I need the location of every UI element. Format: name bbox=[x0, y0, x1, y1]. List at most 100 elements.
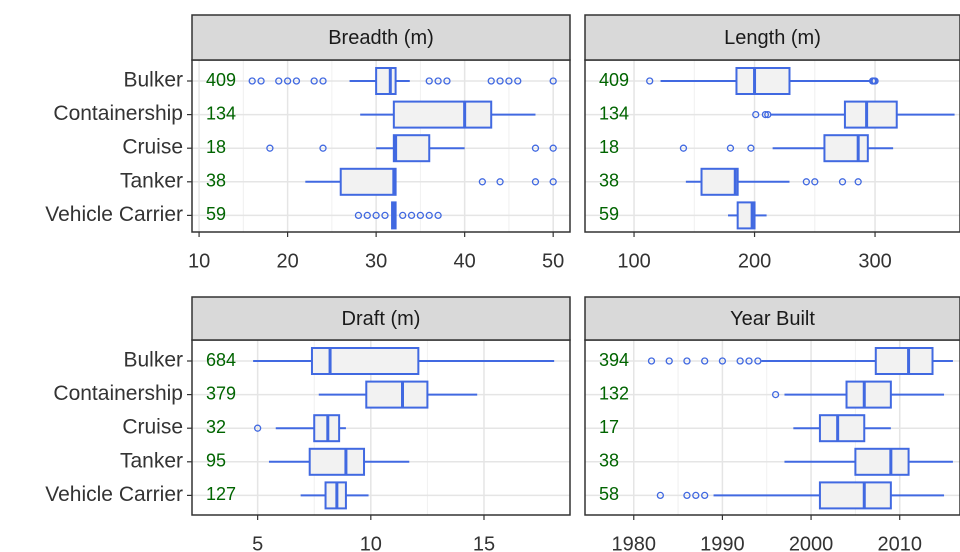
outlier bbox=[838, 178, 847, 186]
count-label: 18 bbox=[206, 137, 226, 157]
outlier bbox=[761, 110, 770, 119]
outlier bbox=[434, 77, 442, 85]
box bbox=[375, 67, 397, 95]
outlier bbox=[257, 77, 265, 85]
count-label: 59 bbox=[599, 204, 619, 224]
outlier bbox=[505, 77, 513, 85]
outlier bbox=[425, 211, 433, 220]
count-label: 17 bbox=[599, 417, 619, 437]
box bbox=[392, 100, 493, 129]
count-label: 38 bbox=[206, 171, 226, 191]
outlier bbox=[802, 178, 811, 186]
outlier bbox=[531, 178, 540, 186]
x-tick-label: 2010 bbox=[877, 533, 922, 552]
outlier bbox=[701, 491, 709, 500]
count-label: 32 bbox=[206, 417, 226, 437]
count-label: 132 bbox=[599, 383, 629, 403]
y-tick-label: Containership bbox=[53, 102, 183, 125]
count-label: 409 bbox=[206, 70, 236, 90]
outlier bbox=[496, 77, 504, 85]
strip bbox=[584, 14, 960, 61]
outlier bbox=[736, 357, 744, 365]
count-label: 684 bbox=[206, 350, 236, 370]
y-tick-label: Bulker bbox=[123, 349, 183, 372]
panel-title: Length (m) bbox=[724, 27, 821, 49]
box bbox=[874, 347, 934, 375]
outlier bbox=[319, 144, 327, 152]
count-label: 38 bbox=[599, 171, 619, 191]
outlier bbox=[275, 77, 283, 85]
box bbox=[310, 347, 420, 375]
outlier bbox=[292, 77, 301, 85]
outlier bbox=[407, 211, 416, 220]
outlier bbox=[399, 211, 407, 220]
outlier bbox=[248, 77, 256, 85]
x-tick-label: 10 bbox=[188, 250, 210, 272]
count-label: 95 bbox=[206, 451, 226, 471]
strip bbox=[191, 14, 571, 61]
outlier bbox=[514, 77, 522, 85]
x-tick-label: 200 bbox=[738, 250, 771, 272]
x-tick-label: 15 bbox=[473, 533, 495, 552]
x-tick-label: 50 bbox=[542, 250, 564, 272]
count-label: 38 bbox=[599, 451, 619, 471]
box bbox=[392, 134, 431, 163]
panel-title: Draft (m) bbox=[342, 308, 421, 330]
box bbox=[823, 134, 869, 163]
x-tick-label: 30 bbox=[365, 250, 387, 272]
panel-title: Year Built bbox=[730, 308, 815, 330]
outlier bbox=[683, 357, 691, 365]
box bbox=[843, 100, 898, 129]
y-tick-label: Containership bbox=[53, 382, 183, 405]
box bbox=[818, 481, 892, 510]
box bbox=[308, 447, 366, 476]
outlier bbox=[310, 77, 318, 85]
outlier bbox=[701, 357, 709, 365]
box bbox=[365, 380, 429, 409]
outlier bbox=[549, 144, 557, 152]
outlier bbox=[416, 211, 425, 220]
count-label: 379 bbox=[206, 383, 236, 403]
x-tick-label: 10 bbox=[360, 533, 382, 552]
box bbox=[735, 67, 791, 95]
outlier bbox=[726, 144, 735, 152]
x-tick-label: 1980 bbox=[612, 533, 657, 552]
outlier bbox=[354, 211, 363, 220]
count-label: 134 bbox=[599, 103, 629, 123]
y-tick-label: Bulker bbox=[123, 69, 183, 92]
outlier bbox=[679, 144, 688, 152]
outlier bbox=[549, 178, 557, 186]
outlier bbox=[718, 357, 727, 365]
box bbox=[736, 201, 756, 230]
outlier bbox=[496, 178, 504, 186]
x-tick-label: 40 bbox=[454, 250, 476, 272]
outlier bbox=[656, 491, 665, 500]
outlier bbox=[283, 77, 292, 85]
outlier bbox=[434, 211, 442, 220]
outlier bbox=[487, 77, 495, 85]
count-label: 18 bbox=[599, 137, 619, 157]
y-tick-label: Tanker bbox=[120, 449, 183, 472]
outlier bbox=[549, 77, 557, 85]
outlier bbox=[764, 110, 772, 119]
count-label: 409 bbox=[599, 70, 629, 90]
outlier bbox=[253, 424, 262, 432]
count-label: 58 bbox=[599, 484, 619, 504]
y-tick-label: Vehicle Carrier bbox=[45, 203, 183, 226]
count-label: 134 bbox=[206, 103, 236, 123]
outlier bbox=[646, 77, 654, 85]
x-tick-label: 1990 bbox=[700, 533, 745, 552]
outlier bbox=[531, 144, 540, 152]
outlier bbox=[372, 211, 380, 220]
box bbox=[700, 167, 739, 196]
y-tick-label: Tanker bbox=[120, 169, 183, 192]
x-tick-label: 20 bbox=[276, 250, 298, 272]
outlier bbox=[266, 144, 274, 152]
y-tick-label: Vehicle Carrier bbox=[45, 483, 183, 506]
panel-title: Breadth (m) bbox=[328, 27, 434, 49]
outlier bbox=[478, 178, 487, 186]
outlier bbox=[854, 178, 862, 186]
count-label: 127 bbox=[206, 484, 236, 504]
box bbox=[845, 380, 892, 409]
